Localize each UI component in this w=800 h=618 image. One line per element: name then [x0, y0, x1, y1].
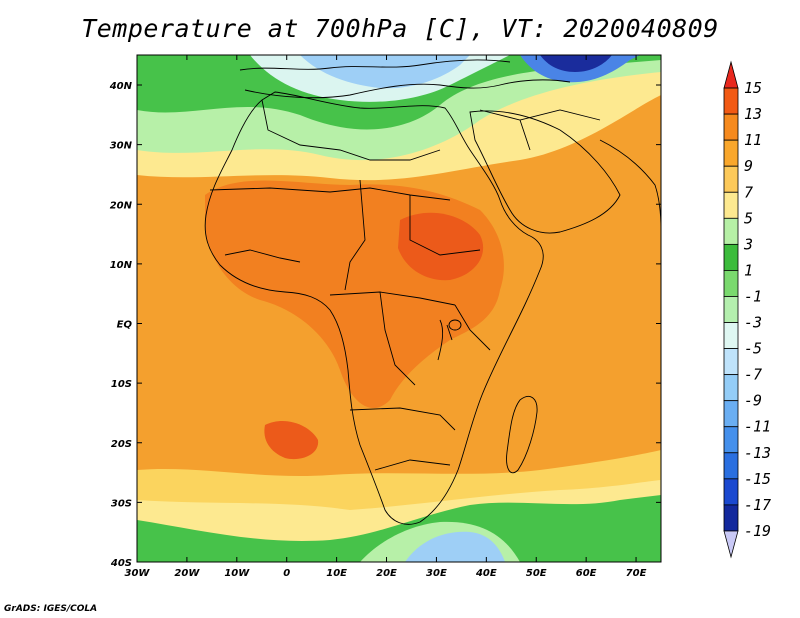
colorbar-label: 3	[743, 235, 753, 253]
lon-label: 0	[283, 568, 290, 579]
lon-label: 40E	[475, 568, 497, 579]
colorbar-swatch	[723, 478, 739, 506]
lat-label: 40N	[109, 81, 133, 92]
southern-blue-cold-pool	[405, 531, 505, 562]
lon-label: 10E	[326, 568, 347, 579]
lon-label: 10W	[224, 568, 250, 579]
map-title: Temperature at 700hPa [C], VT: 202004080…	[81, 14, 719, 43]
colorbar-swatch	[723, 452, 739, 480]
border-central-africa	[329, 291, 456, 306]
colorbar-label: 13	[744, 105, 762, 123]
colorbar-label: -11	[744, 418, 771, 436]
colorbar-label: 11	[744, 131, 762, 149]
border-west-africa	[224, 249, 301, 263]
colorbar-label: 15	[744, 79, 762, 97]
colorbar-swatch	[723, 348, 739, 376]
colorbar-swatch	[723, 87, 739, 115]
colorbar-swatch	[723, 165, 739, 193]
south-atlantic-hot-spot	[264, 420, 319, 460]
border-north-africa	[261, 99, 441, 161]
lake-victoria	[448, 319, 462, 331]
border-sahel-west	[209, 187, 451, 201]
grads-credit: GrADS: IGES/COLA	[4, 604, 98, 614]
colorbar-swatch	[723, 217, 739, 245]
lat-label: 20N	[110, 200, 133, 211]
border-southern-africa	[349, 407, 456, 431]
colorbar-label: 7	[744, 183, 753, 201]
plot-frame	[136, 54, 662, 563]
colorbar-label: 9	[744, 157, 753, 175]
colorbar-label: 1	[744, 261, 753, 279]
lon-label: 30E	[426, 568, 447, 579]
northern-light-blue-band	[300, 55, 470, 89]
lat-label: EQ	[117, 320, 133, 331]
border-east-africa	[454, 304, 491, 351]
colorbar-label: -15	[744, 470, 771, 488]
colorbar-swatch	[723, 270, 739, 297]
middle-east-borders	[479, 109, 601, 151]
mediterranean-coast	[244, 79, 571, 99]
colorbar-swatch	[723, 113, 739, 141]
lat-label: 40S	[110, 558, 132, 569]
great-lakes	[437, 319, 453, 361]
lon-label: 30W	[125, 568, 151, 579]
colorbar-swatch	[723, 243, 739, 271]
colorbar: 15 13 11 9 7 5 3 1 -1 -3 -5 -7 -9 -11 -13 -15 -17 -19	[723, 60, 771, 559]
border-congo	[379, 291, 416, 386]
colorbar-label: -3	[744, 314, 762, 332]
colorbar-swatch	[723, 426, 739, 454]
sudan-hot-core	[398, 212, 484, 281]
colorbar-swatch	[723, 139, 739, 167]
colorbar-swatch	[723, 322, 739, 349]
southern-green-band	[137, 495, 661, 562]
temperature-field	[137, 55, 661, 562]
europe-coast	[239, 59, 511, 71]
northern-deep-blue-core	[540, 55, 612, 72]
latitude-labels: 40N 30N 20N 10N EQ 10S 20S 30S 40S	[109, 81, 133, 569]
lon-label: 20W	[174, 568, 200, 579]
border-south-africa	[374, 459, 451, 471]
lon-label: 20E	[376, 568, 397, 579]
colorbar-max-arrow	[723, 60, 739, 89]
colorbar-swatch	[723, 504, 739, 532]
africa-coastline	[204, 91, 544, 525]
lat-label: 30S	[111, 498, 132, 509]
coastlines-and-borders	[204, 59, 661, 525]
axis-ticks	[136, 55, 661, 563]
colorbar-label: -7	[744, 366, 762, 384]
lon-label: 50E	[526, 568, 547, 579]
colorbar-label: -9	[744, 392, 762, 410]
lat-label: 10N	[110, 260, 133, 271]
lon-label: 70E	[626, 568, 647, 579]
colorbar-label: 5	[744, 209, 753, 227]
colorbar-swatch	[723, 191, 739, 219]
colorbar-label: -1	[744, 287, 762, 305]
colorbar-label: -13	[744, 444, 771, 462]
colorbar-label: -19	[744, 522, 771, 540]
lat-label: 30N	[110, 141, 133, 152]
arabian-peninsula-outline	[469, 110, 621, 234]
lon-label: 60E	[576, 568, 597, 579]
colorbar-min-arrow	[723, 530, 739, 559]
lat-label: 10S	[111, 379, 132, 390]
border-chad-sudan	[344, 179, 366, 291]
border-sudan-ethiopia	[409, 195, 481, 256]
colorbar-label: -17	[744, 496, 771, 514]
lat-label: 20S	[111, 439, 132, 450]
colorbar-swatch	[723, 374, 739, 402]
longitude-labels: 30W 20W 10W 0 10E 20E 30E 40E 50E 60E 70E	[125, 568, 647, 579]
colorbar-swatch	[723, 400, 739, 428]
madagascar-outline	[506, 396, 538, 474]
colorbar-swatch	[723, 296, 739, 323]
colorbar-label: -5	[744, 340, 762, 358]
